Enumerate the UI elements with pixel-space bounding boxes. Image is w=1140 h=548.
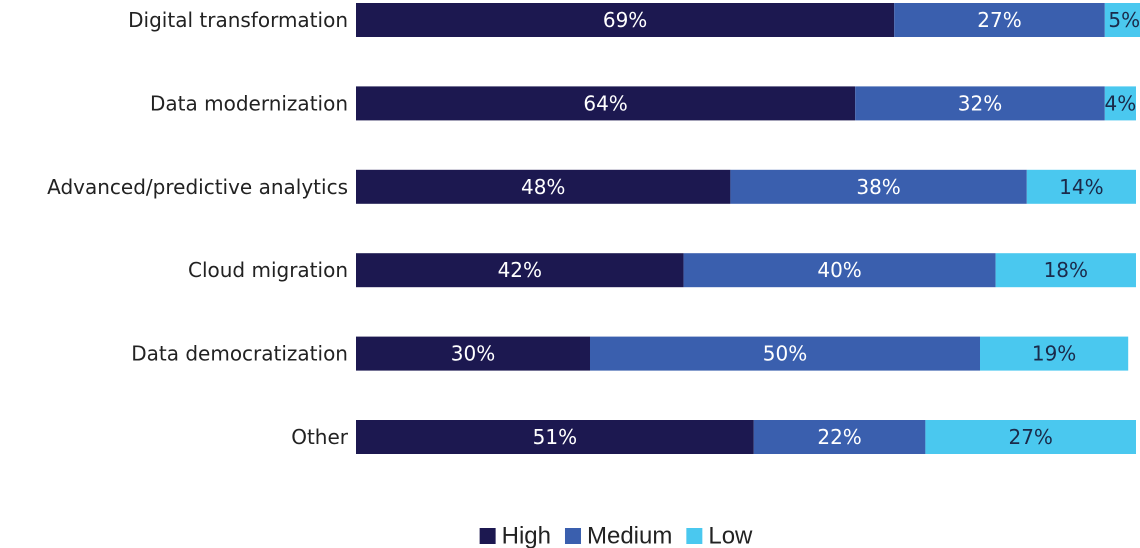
legend: High Medium Low [479,523,753,548]
category-label-digital-transformation: Digital transformation [128,8,348,32]
data-label-low-digital-transformation: 5% [1108,8,1140,32]
category-labels: Digital transformation Data modernization… [47,8,349,449]
data-label-medium-cloud-migration: 40% [817,258,861,282]
legend-swatch-medium [564,528,581,544]
bar-medium-advanced-predictive-analytics [730,169,1027,204]
legend-label-medium: Medium [587,523,672,548]
data-label-medium-data-modernization: 32% [958,91,1002,115]
category-label-data-democratization: Data democratization [131,342,348,366]
data-label-high-data-modernization: 64% [583,91,627,115]
bar-low-other [925,420,1136,454]
data-label-high-advanced-predictive-analytics: 48% [521,175,565,199]
category-label-cloud-migration: Cloud migration [188,258,348,282]
category-label-advanced-predictive-analytics: Advanced/predictive analytics [47,175,348,199]
bar-medium-cloud-migration [683,253,996,288]
data-label-high-cloud-migration: 42% [498,258,542,282]
bar-medium-data-modernization [855,86,1105,121]
data-label-low-data-modernization: 4% [1105,91,1137,115]
data-label-medium-data-democratization: 50% [763,342,807,366]
data-label-medium-other: 22% [817,425,861,449]
data-label-low-cloud-migration: 18% [1044,258,1088,282]
bar-medium-digital-transformation [894,3,1105,37]
bar-high-digital-transformation [356,3,895,37]
data-label-high-other: 51% [533,425,577,449]
bar-low-cloud-migration [995,253,1136,288]
data-label-medium-advanced-predictive-analytics: 38% [856,175,900,199]
legend-label-low: Low [708,523,753,548]
bars-group: 69% 27% 5% 64% 32% 4% 48% 38% 14% 42% 40% 18% 30% 50%… [356,3,1140,454]
bar-medium-data-democratization [590,336,980,371]
data-label-low-other: 27% [1008,425,1052,449]
bar-low-data-modernization [1104,86,1136,121]
bar-low-digital-transformation [1104,3,1140,37]
category-label-data-modernization: Data modernization [150,91,348,115]
legend-swatch-low [686,528,703,544]
data-label-medium-digital-transformation: 27% [977,8,1021,32]
bar-high-advanced-predictive-analytics [356,169,731,204]
bar-high-data-democratization [356,336,590,371]
data-label-high-data-democratization: 30% [451,342,495,366]
bar-high-data-modernization [356,86,856,121]
category-label-other: Other [291,425,349,449]
bar-high-cloud-migration [356,253,684,288]
bar-medium-other [753,420,926,454]
data-label-low-advanced-predictive-analytics: 14% [1059,175,1103,199]
bar-low-advanced-predictive-analytics [1026,169,1136,204]
legend-label-high: High [502,523,551,548]
legend-swatch-high [479,528,496,544]
data-label-high-digital-transformation: 69% [603,8,647,32]
bar-high-other [356,420,754,454]
bar-low-data-democratization [980,336,1129,371]
data-label-low-data-democratization: 19% [1032,342,1076,366]
